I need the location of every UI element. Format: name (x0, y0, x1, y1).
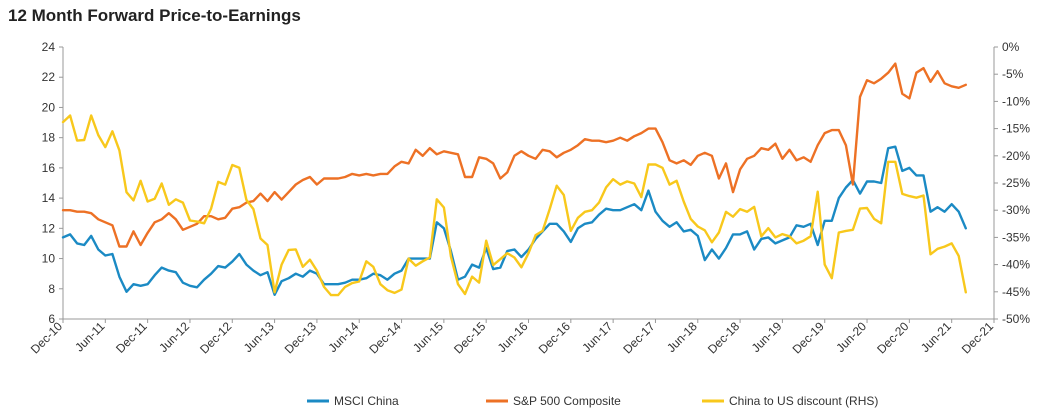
x-tick-label: Dec-19 (790, 319, 827, 356)
x-tick-label: Jun-13 (241, 319, 277, 355)
y-right-tick-label: -45% (1002, 285, 1030, 299)
x-tick-label: Jun-18 (664, 319, 700, 355)
y-left-tick-label: 10 (42, 252, 56, 266)
legend-label-2: S&P 500 Composite (513, 394, 621, 408)
y-left-tick-label: 16 (42, 161, 56, 175)
y-right-tick-label: -25% (1002, 176, 1030, 190)
x-tick-label: Dec-13 (282, 319, 319, 356)
y-left-tick-label: 6 (48, 312, 55, 326)
y-right-tick-label: -40% (1002, 258, 1030, 272)
series-line-1 (61, 145, 967, 296)
y-left-tick-label: 22 (42, 70, 56, 84)
y-left-tick-label: 14 (42, 191, 56, 205)
y-left-tick-label: 20 (42, 100, 56, 114)
series-line-3 (61, 114, 967, 297)
x-tick-label: Jun-11 (72, 319, 107, 354)
x-tick-label: Dec-16 (536, 319, 573, 356)
x-tick-label: Dec-15 (451, 319, 488, 356)
y-right-tick-label: -20% (1002, 149, 1030, 163)
x-tick-label: Jun-14 (325, 319, 361, 355)
x-tick-label: Jun-16 (495, 319, 531, 355)
x-tick-label: Jun-12 (156, 319, 192, 355)
y-right-tick-label: -50% (1002, 312, 1030, 326)
x-tick-label: Dec-20 (874, 319, 911, 356)
y-right-tick-label: -15% (1002, 122, 1030, 136)
series-line-2 (61, 62, 967, 248)
x-tick-label: Dec-21 (959, 319, 996, 356)
x-tick-label: Jun-20 (833, 319, 869, 355)
x-tick-label: Dec-12 (197, 319, 234, 356)
legend-label-1: MSCI China (334, 394, 399, 408)
x-tick-label: Jun-17 (579, 319, 615, 355)
x-tick-label: Jun-21 (918, 319, 954, 355)
x-tick-label: Dec-18 (705, 319, 742, 356)
legend-label-3: China to US discount (RHS) (729, 394, 878, 408)
x-tick-label: Dec-10 (28, 319, 65, 356)
y-right-tick-label: -30% (1002, 203, 1030, 217)
chart-lines (61, 62, 967, 297)
y-right-tick-label: -10% (1002, 94, 1030, 108)
x-tick-label: Dec-11 (113, 319, 150, 356)
chart-legend: MSCI China S&P 500 Composite China to US d… (307, 394, 878, 408)
y-right-tick-label: -5% (1002, 67, 1024, 81)
y-right-tick-label: -35% (1002, 230, 1030, 244)
x-tick-label: Dec-17 (620, 319, 657, 356)
x-tick-label: Jun-15 (410, 319, 446, 355)
x-tick-label: Dec-14 (366, 319, 403, 356)
chart-axes: 6 8 10 12 14 16 18 20 22 24 0% -5% -10% -15% -20% -25% -… (28, 40, 1030, 356)
y-left-tick-label: 8 (48, 282, 55, 296)
y-right-tick-label: 0% (1002, 40, 1020, 54)
x-tick-label: Jun-19 (749, 319, 785, 355)
chart-title: 12 Month Forward Price-to-Earnings (8, 6, 301, 25)
y-left-tick-label: 12 (42, 221, 56, 235)
y-left-tick-label: 24 (42, 40, 56, 54)
y-left-tick-label: 18 (42, 131, 56, 145)
